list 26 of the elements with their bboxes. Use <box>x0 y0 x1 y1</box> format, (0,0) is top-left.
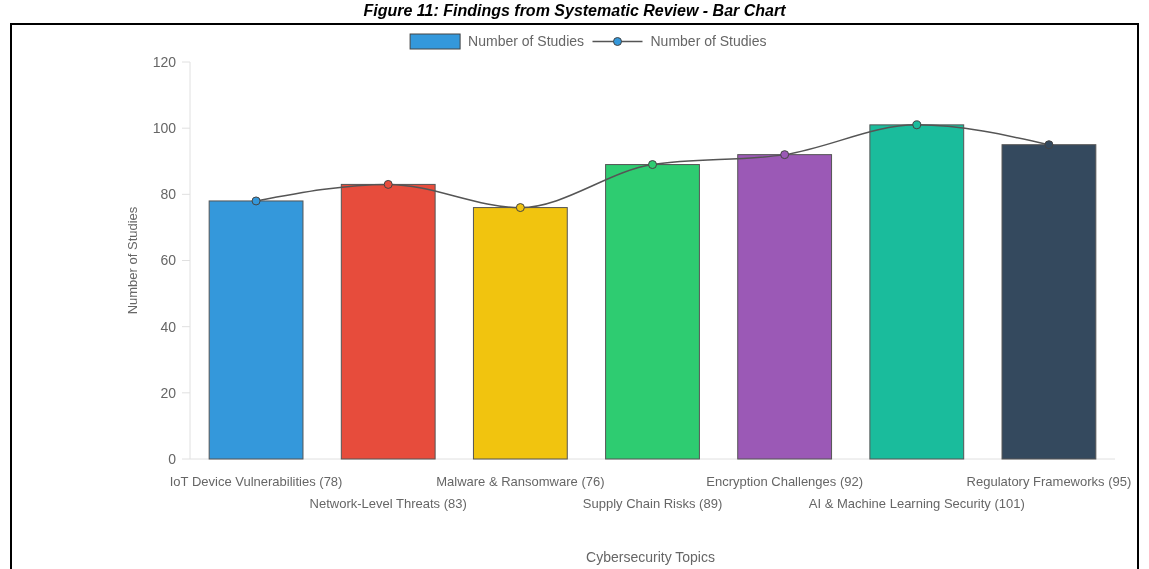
y-tick-label: 0 <box>168 450 177 467</box>
y-tick-label: 60 <box>160 252 177 269</box>
y-tick-label: 80 <box>160 186 177 203</box>
y-axis-title: Number of Studies <box>125 206 140 315</box>
x-axis-title: Cybersecurity Topics <box>586 549 715 565</box>
legend-label: Number of Studies <box>650 33 767 49</box>
legend-label: Number of Studies <box>468 33 585 49</box>
point <box>780 150 790 160</box>
x-tick-label: Regulatory Frameworks (95) <box>966 473 1132 489</box>
x-tick-label: Supply Chain Risks (89) <box>582 495 723 511</box>
x-tick-label: AI & Machine Learning Security (101) <box>808 495 1025 511</box>
y-tick-label: 40 <box>160 318 177 335</box>
y-tick-label: 120 <box>152 53 177 70</box>
x-tick-label: Network-Level Threats (83) <box>309 495 467 511</box>
x-tick-label: Encryption Challenges (92) <box>706 473 864 489</box>
chart-title: Figure 11: Findings from Systematic Review - Bar Chart <box>363 2 787 19</box>
y-tick-label: 100 <box>152 120 177 137</box>
y-tick-label: 20 <box>160 384 177 401</box>
point <box>515 203 525 213</box>
point <box>383 179 393 189</box>
point <box>648 160 657 170</box>
point <box>912 120 922 130</box>
point <box>251 196 261 206</box>
x-tick-label: Malware & Ransomware (76) <box>436 473 605 489</box>
point <box>1044 140 1054 150</box>
x-tick-label: IoT Device Vulnerabilities (78) <box>169 473 343 489</box>
